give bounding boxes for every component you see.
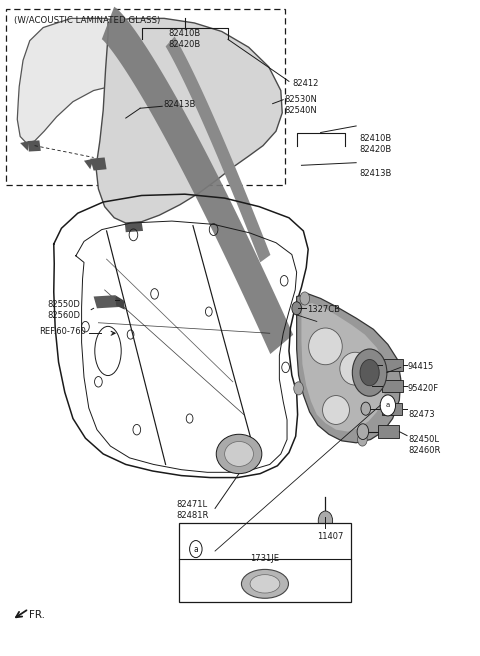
Circle shape xyxy=(380,395,396,416)
Text: 82413B: 82413B xyxy=(163,100,195,110)
Circle shape xyxy=(190,541,202,558)
Polygon shape xyxy=(125,222,143,232)
Polygon shape xyxy=(382,359,403,371)
Polygon shape xyxy=(20,141,29,151)
Ellipse shape xyxy=(216,434,262,474)
Circle shape xyxy=(294,382,303,395)
Text: 82471L
82481R: 82471L 82481R xyxy=(177,501,209,520)
Polygon shape xyxy=(378,425,399,438)
Text: 95420F: 95420F xyxy=(408,384,439,393)
Circle shape xyxy=(357,424,369,440)
Polygon shape xyxy=(382,380,403,392)
Circle shape xyxy=(292,302,301,315)
Polygon shape xyxy=(102,7,293,354)
Circle shape xyxy=(358,433,367,446)
Text: 1731JE: 1731JE xyxy=(250,554,278,564)
Circle shape xyxy=(360,359,379,386)
Text: 11407: 11407 xyxy=(317,532,343,541)
Polygon shape xyxy=(94,295,119,308)
Text: 1327CB: 1327CB xyxy=(307,305,340,314)
Ellipse shape xyxy=(340,352,371,385)
Circle shape xyxy=(318,511,333,531)
Polygon shape xyxy=(382,403,402,415)
Text: 82413B: 82413B xyxy=(359,169,391,178)
Polygon shape xyxy=(301,303,386,432)
Circle shape xyxy=(361,402,371,415)
Text: 94415: 94415 xyxy=(408,361,434,371)
Circle shape xyxy=(300,292,310,305)
Text: 82412: 82412 xyxy=(293,79,319,89)
Bar xyxy=(6,9,285,185)
Polygon shape xyxy=(297,294,401,443)
Bar xyxy=(179,523,351,602)
Text: a: a xyxy=(193,544,198,554)
Ellipse shape xyxy=(309,328,342,365)
Polygon shape xyxy=(28,140,41,152)
Text: 82550D
82560D: 82550D 82560D xyxy=(47,300,80,319)
Polygon shape xyxy=(90,157,107,171)
Ellipse shape xyxy=(241,569,288,598)
Text: 82410B
82420B: 82410B 82420B xyxy=(168,30,201,49)
Text: 82410B
82420B: 82410B 82420B xyxy=(359,134,391,154)
Polygon shape xyxy=(96,18,282,223)
Circle shape xyxy=(352,349,387,396)
Text: 82450L
82460R: 82450L 82460R xyxy=(408,435,440,455)
Ellipse shape xyxy=(323,396,349,424)
Polygon shape xyxy=(115,295,125,310)
Ellipse shape xyxy=(250,575,280,593)
Text: REF.60-760: REF.60-760 xyxy=(39,327,86,336)
Text: a: a xyxy=(386,402,390,409)
Text: 82473: 82473 xyxy=(408,410,434,419)
Ellipse shape xyxy=(225,441,253,466)
Text: (W/ACOUSTIC LAMINATED GLASS): (W/ACOUSTIC LAMINATED GLASS) xyxy=(14,16,161,26)
Polygon shape xyxy=(84,159,94,169)
Polygon shape xyxy=(17,18,177,143)
Polygon shape xyxy=(166,37,270,262)
Text: 82530N
82540N: 82530N 82540N xyxy=(284,95,317,115)
Text: FR.: FR. xyxy=(29,610,45,621)
